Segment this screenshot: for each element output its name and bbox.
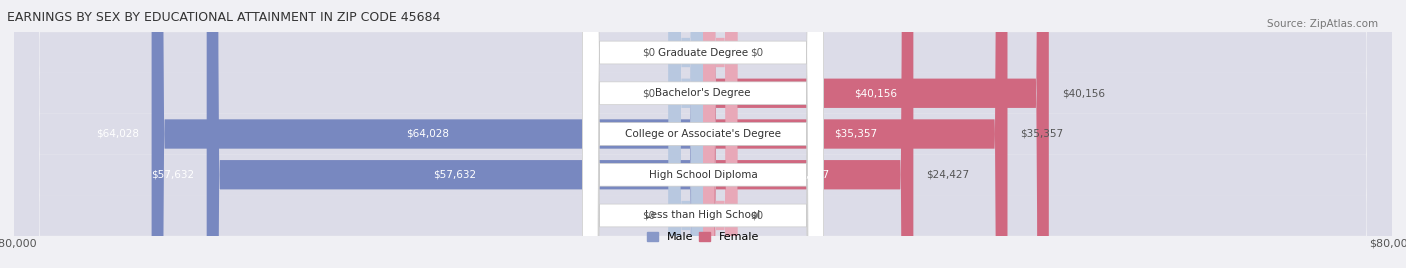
Text: $0: $0 (643, 88, 655, 98)
Text: $0: $0 (751, 210, 763, 221)
Text: Source: ZipAtlas.com: Source: ZipAtlas.com (1267, 19, 1378, 29)
FancyBboxPatch shape (582, 0, 824, 268)
FancyBboxPatch shape (669, 0, 703, 268)
Text: $57,632: $57,632 (150, 170, 194, 180)
Text: Less than High School: Less than High School (645, 210, 761, 221)
FancyBboxPatch shape (703, 0, 738, 268)
FancyBboxPatch shape (669, 0, 703, 268)
Text: $40,156: $40,156 (1062, 88, 1105, 98)
Legend: Male, Female: Male, Female (643, 228, 763, 247)
FancyBboxPatch shape (14, 0, 1392, 268)
Text: $0: $0 (643, 210, 655, 221)
FancyBboxPatch shape (703, 0, 914, 268)
Text: Graduate Degree: Graduate Degree (658, 47, 748, 58)
Text: $40,156: $40,156 (855, 88, 897, 98)
FancyBboxPatch shape (582, 0, 824, 268)
Text: $35,357: $35,357 (834, 129, 877, 139)
Text: High School Diploma: High School Diploma (648, 170, 758, 180)
Text: EARNINGS BY SEX BY EDUCATIONAL ATTAINMENT IN ZIP CODE 45684: EARNINGS BY SEX BY EDUCATIONAL ATTAINMEN… (7, 11, 440, 24)
Text: $24,427: $24,427 (927, 170, 969, 180)
Text: $35,357: $35,357 (1021, 129, 1063, 139)
FancyBboxPatch shape (14, 0, 1392, 268)
FancyBboxPatch shape (582, 0, 824, 268)
FancyBboxPatch shape (703, 0, 1049, 268)
Text: $64,028: $64,028 (406, 129, 449, 139)
FancyBboxPatch shape (14, 0, 1392, 268)
FancyBboxPatch shape (582, 0, 824, 268)
FancyBboxPatch shape (703, 0, 1008, 268)
Text: $0: $0 (643, 47, 655, 58)
Text: $0: $0 (751, 47, 763, 58)
FancyBboxPatch shape (582, 0, 824, 268)
Text: $24,427: $24,427 (786, 170, 830, 180)
FancyBboxPatch shape (207, 0, 703, 268)
Text: Bachelor's Degree: Bachelor's Degree (655, 88, 751, 98)
FancyBboxPatch shape (669, 0, 703, 268)
FancyBboxPatch shape (14, 0, 1392, 268)
FancyBboxPatch shape (14, 0, 1392, 268)
Text: $64,028: $64,028 (96, 129, 139, 139)
FancyBboxPatch shape (152, 0, 703, 268)
Text: College or Associate's Degree: College or Associate's Degree (626, 129, 780, 139)
Text: $57,632: $57,632 (433, 170, 477, 180)
FancyBboxPatch shape (703, 0, 738, 268)
